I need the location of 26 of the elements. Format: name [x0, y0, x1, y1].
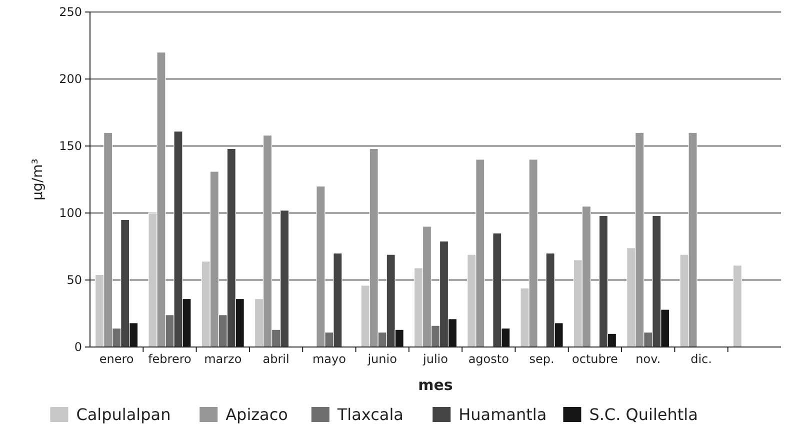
y-tick-label: 250 [59, 5, 82, 20]
legend-label: Huamantla [458, 405, 547, 424]
y-tick-label: 100 [59, 206, 82, 220]
legend-label: Apizaco [226, 405, 288, 424]
y-tick-label: 0 [74, 340, 82, 354]
legend-label: Calpulalpan [76, 405, 171, 424]
x-tick-label: agosto [468, 352, 509, 366]
x-tick-label: junio [366, 352, 397, 366]
bar [732, 264, 742, 348]
x-tick-label: sep. [529, 352, 554, 366]
y-tick-label: 50 [66, 273, 82, 288]
x-tick-label: marzo [204, 352, 242, 366]
y-tick-label: 200 [59, 72, 82, 86]
y-tick-label: 150 [59, 139, 82, 154]
x-tick-label: mayo [312, 352, 346, 366]
x-tick-label: febrero [148, 352, 192, 366]
legend-label: Tlaxcala [336, 405, 404, 424]
y-axis-title: µg/m³ [30, 158, 46, 200]
x-tick-label: dic. [690, 352, 712, 366]
legend-label: S.C. Quilehtla [589, 405, 698, 424]
x-tick-label: enero [99, 352, 134, 366]
x-tick-label: abril [262, 352, 290, 366]
x-axis-title: mes [418, 376, 453, 394]
x-tick-label: nov. [636, 352, 661, 366]
x-tick-label: octubre [572, 352, 618, 366]
x-tick-label: julio [422, 352, 448, 366]
